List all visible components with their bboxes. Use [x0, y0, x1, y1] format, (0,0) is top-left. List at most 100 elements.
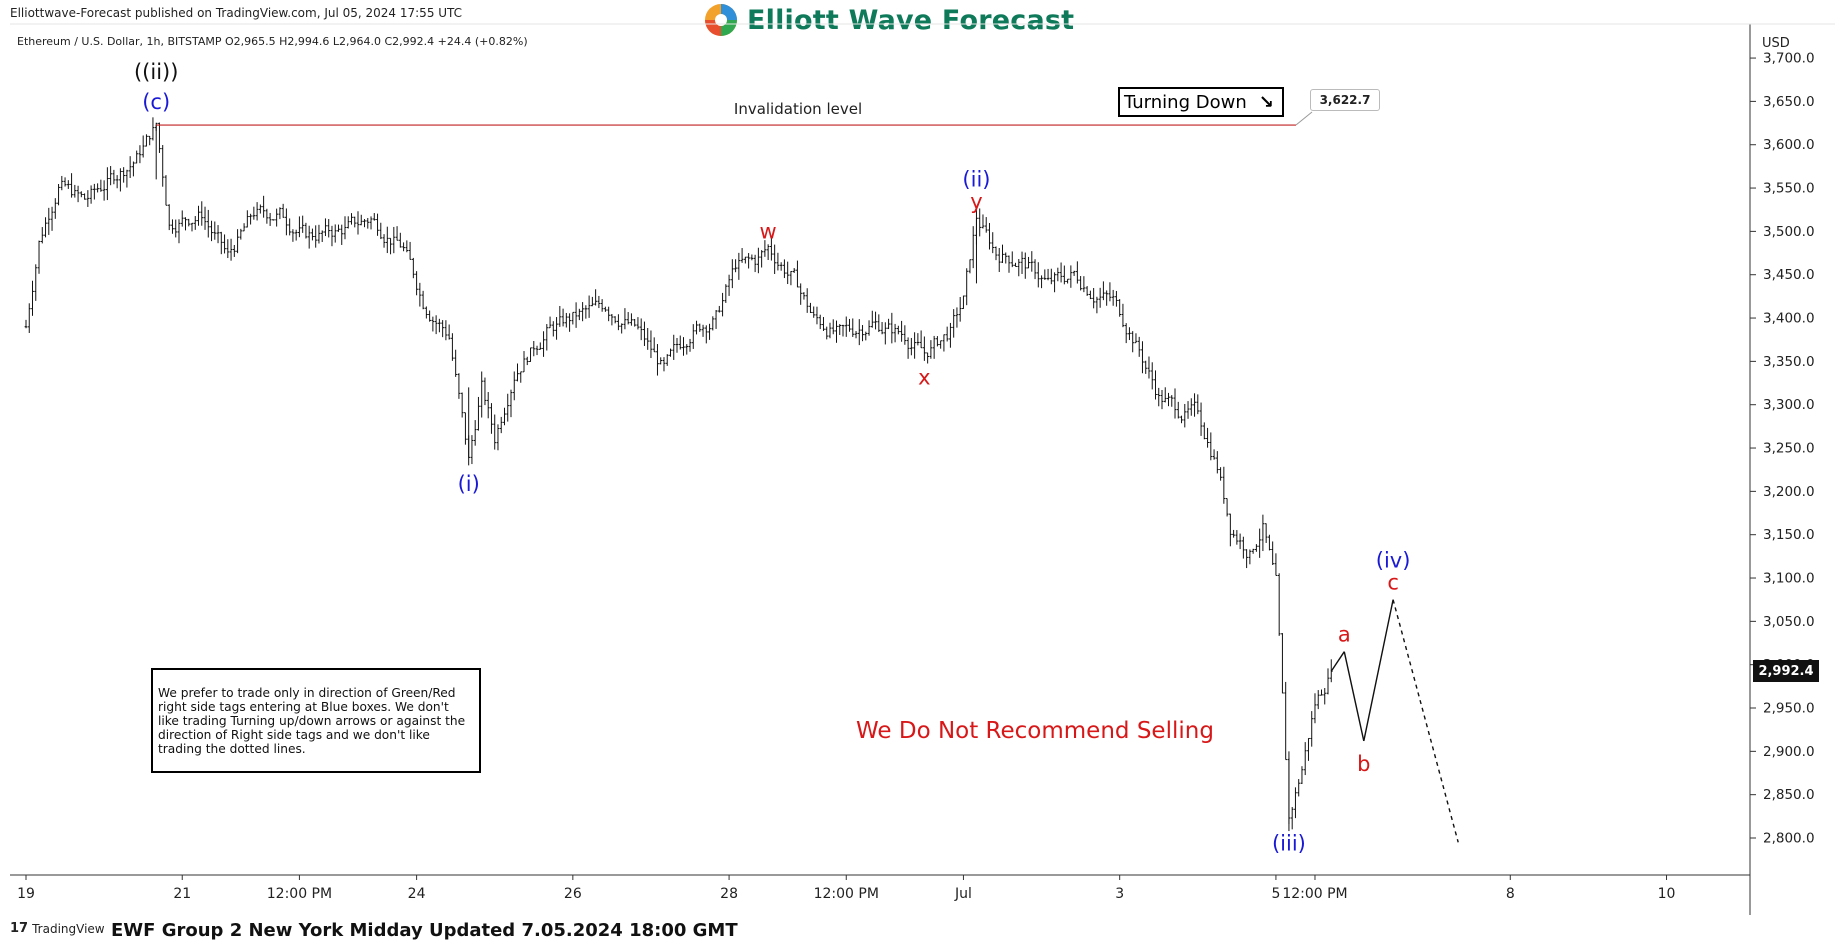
candle [952, 309, 956, 338]
y-tick-label[interactable]: 2,900.0 [1763, 744, 1815, 760]
candle [809, 302, 812, 314]
candle [623, 308, 627, 330]
y-tick-label[interactable]: 2,800.0 [1763, 831, 1815, 847]
x-tick-label[interactable]: 28 [720, 886, 738, 902]
x-tick-label[interactable]: 24 [408, 886, 426, 902]
candle [945, 326, 949, 342]
candle [151, 117, 155, 141]
projection-path [1330, 599, 1459, 843]
candle [512, 371, 516, 401]
candle [1163, 387, 1167, 403]
y-tick-label[interactable]: 3,200.0 [1763, 484, 1815, 500]
x-tick-label[interactable]: Jul [954, 886, 972, 902]
y-tick-label[interactable]: 2,950.0 [1763, 701, 1815, 717]
candle [1007, 255, 1011, 273]
candle [1102, 281, 1105, 301]
candle [978, 208, 982, 237]
x-tick-label[interactable]: 26 [564, 886, 582, 902]
candle [555, 317, 558, 340]
y-tick-label[interactable]: 3,050.0 [1763, 614, 1815, 630]
candle [958, 296, 962, 322]
candle [177, 219, 181, 244]
x-tick-label[interactable]: 3 [1115, 886, 1124, 902]
y-tick-label[interactable]: 3,550.0 [1763, 181, 1815, 197]
candle [1124, 323, 1128, 344]
candle [597, 295, 601, 309]
candle [37, 240, 41, 274]
candle [848, 318, 851, 332]
price-axis[interactable]: 2,800.02,850.02,900.02,950.03,000.03,050… [1750, 51, 1815, 847]
candle [568, 313, 571, 332]
time-axis[interactable]: 19 21 12:00 PM 24 26 28 12:00 PM Jul 3 5 12:00 PM 8… [17, 875, 1675, 902]
x-tick-label[interactable]: 10 [1658, 886, 1676, 902]
candle [1215, 451, 1219, 474]
wave-label: ((ii)) [134, 60, 178, 84]
candle [203, 206, 207, 230]
candle [66, 180, 70, 189]
candle [1199, 402, 1203, 436]
candle [350, 213, 353, 225]
candle [128, 156, 132, 178]
invalidation-label: Invalidation level [734, 100, 862, 118]
y-tick-label[interactable]: 3,700.0 [1763, 51, 1815, 67]
symbol-legend[interactable]: Ethereum / U.S. Dollar, 1h, BITSTAMP O2,… [17, 35, 528, 48]
y-tick-label[interactable]: 3,150.0 [1763, 527, 1815, 543]
candle [955, 307, 959, 328]
candle [926, 352, 930, 364]
candle [1284, 681, 1288, 761]
candle [792, 268, 796, 273]
y-tick-label[interactable]: 3,450.0 [1763, 267, 1815, 283]
candle [86, 190, 90, 207]
candle [737, 252, 741, 280]
x-tick-label[interactable]: 19 [17, 886, 35, 902]
candle [857, 319, 861, 346]
y-tick-label[interactable]: 3,100.0 [1763, 571, 1815, 587]
candle [1049, 268, 1053, 285]
candle [1004, 252, 1008, 264]
candle [223, 234, 226, 254]
candle [503, 407, 506, 426]
footer-brand[interactable]: 17 TradingView [10, 921, 105, 936]
candle [486, 392, 490, 419]
candle [376, 213, 379, 236]
candle [922, 336, 926, 361]
candle [916, 333, 920, 346]
candle [867, 320, 871, 336]
projection-leg [1343, 651, 1365, 742]
x-tick-label[interactable]: 8 [1506, 886, 1515, 902]
candle [1141, 341, 1144, 374]
candle [83, 193, 86, 200]
candle [411, 257, 415, 279]
candle [1144, 360, 1148, 374]
x-tick-label[interactable]: 12:00 PM [814, 886, 879, 902]
y-tick-label[interactable]: 3,500.0 [1763, 224, 1815, 240]
candle [659, 357, 663, 365]
candle [747, 253, 751, 269]
y-tick-label[interactable]: 3,600.0 [1763, 137, 1815, 153]
candle [1170, 395, 1174, 407]
y-tick-label[interactable]: 3,250.0 [1763, 441, 1815, 457]
candle [672, 334, 676, 360]
candle [1238, 533, 1242, 550]
y-tick-label[interactable]: 2,850.0 [1763, 787, 1815, 803]
y-tick-label[interactable]: 3,650.0 [1763, 94, 1815, 110]
y-tick-label[interactable]: 3,400.0 [1763, 311, 1815, 327]
x-tick-label[interactable]: 12:00 PM [1282, 886, 1347, 902]
y-tick-label[interactable]: 3,350.0 [1763, 354, 1815, 370]
x-tick-label[interactable]: 21 [173, 886, 191, 902]
candle [363, 219, 366, 228]
candle [516, 363, 519, 382]
currency-label[interactable]: USD [1762, 36, 1790, 51]
candle [997, 247, 1001, 272]
candle [942, 334, 946, 352]
x-tick-label[interactable]: 12:00 PM [267, 886, 332, 902]
y-tick-label[interactable]: 3,300.0 [1763, 397, 1815, 413]
candle [483, 377, 487, 406]
x-tick-label[interactable]: 5 [1271, 886, 1280, 902]
candle [96, 183, 100, 193]
candle [398, 232, 402, 248]
candle [682, 337, 685, 356]
candle [831, 319, 835, 335]
candle [79, 191, 83, 198]
